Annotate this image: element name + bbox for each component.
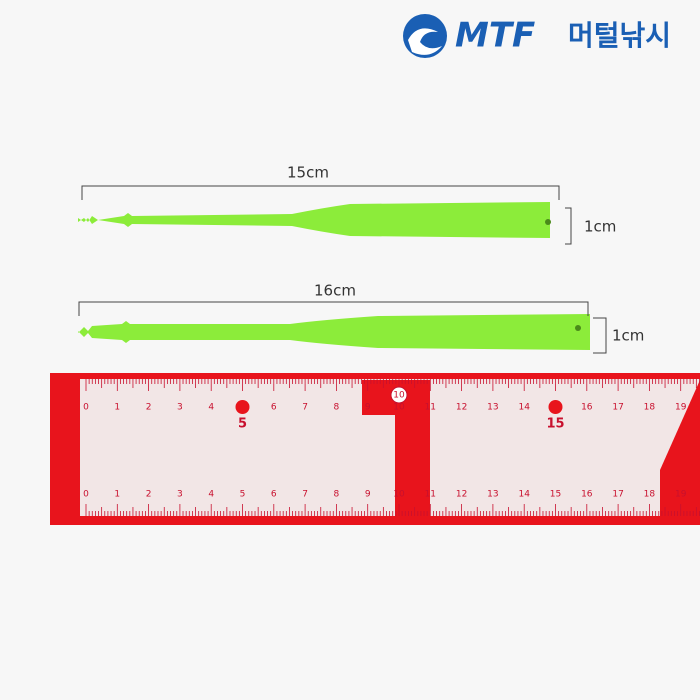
logo-name: 머털낚시 bbox=[568, 19, 671, 52]
ruler-number: 4 bbox=[208, 403, 214, 413]
logo: MTF 머털낚시 bbox=[403, 14, 671, 58]
ruler-number: 13 bbox=[487, 490, 498, 500]
ruler-number: 11 bbox=[425, 490, 436, 500]
length-line bbox=[78, 301, 589, 316]
ruler-number: 2 bbox=[146, 403, 152, 413]
ruler-number: 0 bbox=[83, 403, 89, 413]
ruler bbox=[50, 373, 700, 525]
worm-15cm bbox=[78, 202, 551, 238]
worm-body bbox=[78, 202, 550, 238]
ruler-number: 10 bbox=[393, 490, 405, 500]
ruler-number: 13 bbox=[487, 403, 498, 413]
ruler-number: 19 bbox=[675, 490, 687, 500]
ruler-number: 1 bbox=[114, 403, 120, 413]
ruler-number: 7 bbox=[302, 403, 308, 413]
ruler-number: 11 bbox=[425, 403, 436, 413]
worm-body bbox=[78, 314, 590, 350]
width-label: 1cm bbox=[584, 218, 616, 236]
ruler-number: 3 bbox=[177, 490, 183, 500]
length-label: 15cm bbox=[287, 164, 329, 182]
ruler-number: 16 bbox=[581, 490, 593, 500]
ruler-number: 8 bbox=[334, 490, 340, 500]
ruler-number: 6 bbox=[271, 403, 277, 413]
ruler-marker bbox=[390, 386, 408, 404]
ruler-number: 18 bbox=[644, 490, 656, 500]
logo-brand: MTF bbox=[455, 16, 535, 56]
ruler-number: 12 bbox=[456, 403, 467, 413]
ruler-marker bbox=[235, 400, 250, 414]
ruler-number: 14 bbox=[518, 403, 530, 413]
length-label: 16cm bbox=[314, 282, 356, 300]
ruler-red bbox=[362, 380, 430, 516]
ruler-red bbox=[660, 380, 700, 516]
width-label: 1cm bbox=[612, 327, 644, 345]
ruler-number: 6 bbox=[271, 490, 277, 500]
ruler-number: 8 bbox=[334, 403, 340, 413]
ruler-red bbox=[50, 516, 700, 525]
ruler-marker bbox=[548, 400, 563, 414]
ruler-number: 9 bbox=[365, 490, 371, 500]
ruler-number: 14 bbox=[518, 490, 530, 500]
ruler-number: 4 bbox=[208, 490, 214, 500]
width-bracket bbox=[565, 207, 572, 245]
ruler-number: 7 bbox=[302, 490, 308, 500]
ruler-number: 19 bbox=[675, 403, 687, 413]
ruler-number: 3 bbox=[177, 403, 183, 413]
ruler-number: 18 bbox=[644, 403, 656, 413]
ruler-number: 10 bbox=[393, 403, 405, 413]
ruler-number: 2 bbox=[146, 490, 152, 500]
ruler-big-number: 5 bbox=[238, 417, 247, 432]
ruler-number: 15 bbox=[550, 490, 561, 500]
dimension-lines bbox=[78, 185, 607, 354]
ruler-number: 1 bbox=[114, 490, 120, 500]
ruler-number: 16 bbox=[581, 403, 593, 413]
ruler-big-number: 10 bbox=[393, 391, 405, 401]
ruler-red bbox=[50, 373, 80, 525]
ruler-number: 0 bbox=[83, 490, 89, 500]
ruler-number: 5 bbox=[240, 490, 246, 500]
ruler-number: 12 bbox=[456, 490, 467, 500]
ruler-red bbox=[50, 373, 700, 379]
logo-wave bbox=[408, 28, 442, 55]
ruler-number: 9 bbox=[365, 403, 371, 413]
worm-hole bbox=[575, 325, 581, 331]
ruler-number: 17 bbox=[612, 490, 623, 500]
ruler-number: 17 bbox=[612, 403, 623, 413]
width-bracket bbox=[593, 317, 607, 354]
worm-16cm bbox=[78, 314, 590, 350]
worm-hole bbox=[545, 219, 551, 225]
ruler-big-number: 15 bbox=[546, 417, 564, 432]
length-line bbox=[81, 185, 560, 200]
